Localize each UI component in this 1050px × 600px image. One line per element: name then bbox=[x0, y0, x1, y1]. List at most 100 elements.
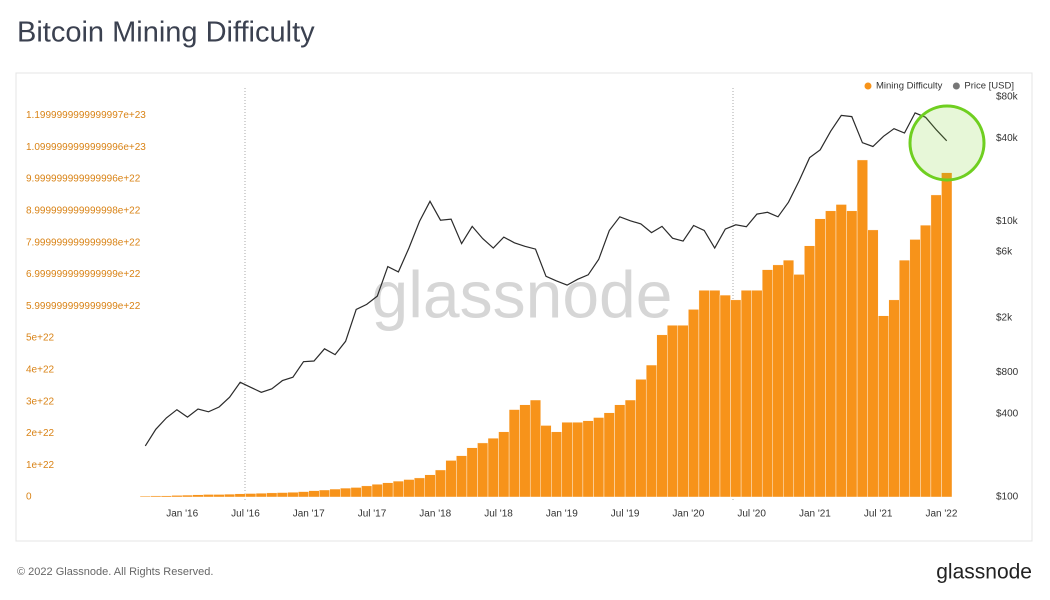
y-tick-label: 3e+22 bbox=[26, 396, 55, 407]
x-tick-label: Jan '22 bbox=[925, 509, 957, 520]
bar bbox=[392, 480, 404, 498]
bar bbox=[297, 491, 309, 498]
x-tick-label: Jul '20 bbox=[737, 509, 766, 520]
x-tick-label: Jan '19 bbox=[546, 509, 578, 520]
y-tick-label: 9.999999999999996e+22 bbox=[26, 174, 141, 185]
y-tick-label: 2e+22 bbox=[26, 428, 55, 439]
bar bbox=[719, 294, 731, 498]
legend-marker bbox=[952, 82, 960, 90]
bar bbox=[772, 264, 784, 498]
bar bbox=[245, 493, 257, 498]
bar bbox=[783, 259, 795, 498]
bar bbox=[740, 290, 752, 498]
bar bbox=[846, 210, 858, 498]
bar bbox=[656, 334, 668, 498]
bar bbox=[645, 364, 657, 498]
bar bbox=[561, 422, 573, 498]
bar bbox=[255, 492, 267, 498]
y-tick-label: 5e+22 bbox=[26, 333, 55, 344]
bar bbox=[888, 299, 900, 498]
x-tick-label: Jul '19 bbox=[611, 509, 640, 520]
bar bbox=[329, 488, 341, 498]
bar bbox=[498, 431, 510, 498]
bar bbox=[234, 493, 246, 498]
y-tick-label: 0 bbox=[26, 492, 32, 503]
x-tick-label: Jul '18 bbox=[484, 509, 513, 520]
bar bbox=[582, 420, 594, 498]
y2-tick-label: $400 bbox=[996, 409, 1019, 420]
bar bbox=[930, 194, 942, 498]
x-tick-label: Jan '17 bbox=[293, 509, 325, 520]
bar bbox=[192, 494, 204, 498]
bar bbox=[572, 422, 584, 498]
y-tick-label: 1.1999999999999997e+23 bbox=[26, 110, 146, 121]
legend-marker bbox=[864, 82, 872, 90]
bar bbox=[688, 309, 700, 498]
bar bbox=[382, 482, 394, 498]
bar bbox=[171, 495, 183, 498]
bar bbox=[698, 290, 710, 498]
bar bbox=[941, 172, 953, 498]
bar bbox=[877, 315, 889, 498]
bar bbox=[867, 229, 879, 498]
y-tick-label: 4e+22 bbox=[26, 364, 55, 375]
bar bbox=[761, 269, 773, 498]
y2-tick-label: $2k bbox=[996, 312, 1013, 323]
copyright: © 2022 Glassnode. All Rights Reserved. bbox=[17, 566, 213, 578]
y-tick-label: 6.999999999999999e+22 bbox=[26, 269, 141, 280]
x-tick-label: Jan '21 bbox=[799, 509, 831, 520]
x-tick-label: Jan '18 bbox=[419, 509, 451, 520]
bar bbox=[224, 493, 236, 498]
highlight-circle bbox=[908, 104, 986, 182]
bar bbox=[593, 417, 605, 498]
bar bbox=[540, 425, 552, 498]
bar bbox=[424, 474, 436, 498]
y-tick-label: 5.999999999999999e+22 bbox=[26, 301, 141, 312]
bar bbox=[793, 274, 805, 498]
x-tick-label: Jul '16 bbox=[231, 509, 260, 520]
bar bbox=[160, 495, 172, 498]
bar bbox=[413, 477, 425, 498]
bar bbox=[445, 460, 457, 498]
bar bbox=[730, 299, 742, 498]
plot-area: 0 1e+22 2e+22 3e+22 4e+22 5e+22 5.999999999999… bbox=[26, 92, 1019, 520]
y-tick-label: 8.999999999999998e+22 bbox=[26, 205, 141, 216]
bar bbox=[308, 490, 320, 498]
bar bbox=[603, 412, 615, 498]
bar bbox=[150, 495, 162, 498]
bar bbox=[487, 437, 499, 498]
bar bbox=[835, 204, 847, 498]
bar bbox=[266, 492, 278, 498]
bar bbox=[181, 494, 193, 498]
y2-tick-label: $40k bbox=[996, 133, 1019, 144]
bar bbox=[508, 409, 520, 498]
price-line bbox=[144, 112, 948, 447]
bar bbox=[203, 494, 215, 498]
bar bbox=[435, 469, 447, 498]
legend-label: Mining Difficulty bbox=[876, 81, 943, 92]
bar bbox=[477, 442, 489, 498]
bar bbox=[519, 404, 531, 498]
bar bbox=[909, 239, 921, 498]
bar bbox=[361, 485, 373, 498]
bar bbox=[624, 399, 636, 498]
y2-tick-label: $800 bbox=[996, 367, 1019, 378]
bar bbox=[667, 325, 679, 498]
bar bbox=[635, 379, 647, 498]
bar bbox=[529, 399, 541, 498]
bar bbox=[677, 325, 689, 498]
bar bbox=[804, 245, 816, 498]
bar bbox=[456, 455, 468, 498]
y2-tick-label: $6k bbox=[996, 247, 1013, 258]
bar bbox=[319, 489, 331, 498]
bar bbox=[403, 479, 415, 498]
bar bbox=[920, 224, 932, 498]
bar bbox=[825, 210, 837, 498]
bar bbox=[139, 495, 151, 498]
bar bbox=[340, 487, 352, 498]
x-tick-label: Jul '17 bbox=[358, 509, 387, 520]
bar bbox=[287, 492, 299, 498]
bar bbox=[614, 404, 626, 498]
bar bbox=[709, 290, 721, 498]
